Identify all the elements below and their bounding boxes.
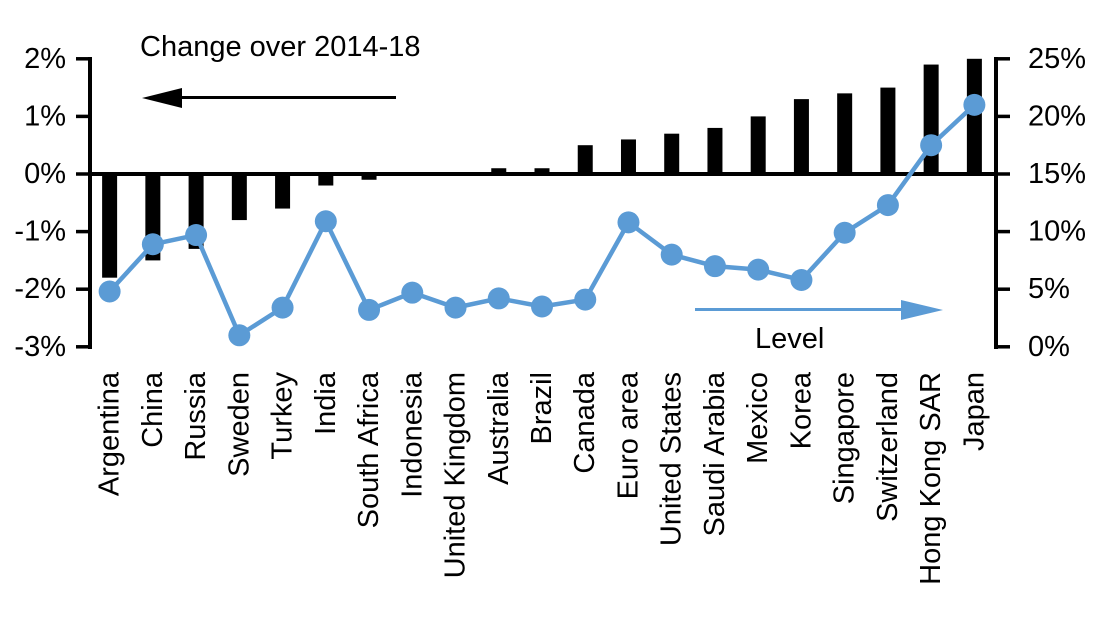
line-point <box>660 243 683 266</box>
category-label: Brazil <box>526 372 558 445</box>
category-label: Russia <box>180 371 212 461</box>
category-label: Switzerland <box>872 372 904 522</box>
bar <box>750 116 766 174</box>
right-axis-tick-label: 25% <box>1028 43 1086 75</box>
line-point <box>358 298 381 321</box>
category-label: China <box>137 371 169 448</box>
bar <box>361 174 377 180</box>
right-axis-tick-label: 15% <box>1028 158 1086 190</box>
line-point <box>271 296 294 319</box>
bar <box>102 174 118 278</box>
category-label: United States <box>656 372 688 546</box>
bar <box>966 58 982 174</box>
line-point <box>98 280 121 303</box>
category-label: Turkey <box>267 372 299 460</box>
category-label: South Africa <box>353 371 385 528</box>
line-point <box>920 134 943 157</box>
category-label: Hong Kong SAR <box>915 372 947 585</box>
category-label: Mexico <box>742 372 774 464</box>
left-series-title: Change over 2014-18 <box>140 31 421 63</box>
bar <box>793 99 809 174</box>
bar <box>707 127 723 174</box>
line-point <box>833 221 856 244</box>
category-label: Euro area <box>612 371 644 499</box>
left-axis-tick-label: -3% <box>14 331 66 363</box>
bar <box>275 174 291 209</box>
right-arrowhead-icon <box>901 300 943 320</box>
line-point <box>401 281 424 304</box>
line-point <box>617 211 640 234</box>
category-label: Singapore <box>829 372 861 504</box>
bar <box>577 145 593 174</box>
line-point <box>963 93 986 116</box>
category-label: Australia <box>483 371 515 485</box>
right-axis-tick-label: 0% <box>1028 331 1070 363</box>
bar <box>664 133 680 174</box>
line-point <box>703 255 726 278</box>
bar <box>620 139 636 174</box>
right-series-title: Level <box>755 323 825 355</box>
line-point <box>574 288 597 311</box>
bar <box>491 168 507 174</box>
line-point <box>790 268 813 291</box>
bar <box>231 174 247 221</box>
category-label: Argentina <box>94 371 126 496</box>
left-axis-tick-label: 0% <box>24 158 66 190</box>
right-axis-tick-label: 5% <box>1028 273 1070 305</box>
right-axis-tick-label: 10% <box>1028 216 1086 248</box>
left-axis-tick-label: -2% <box>14 273 66 305</box>
line-point <box>141 233 164 256</box>
category-label: Korea <box>785 371 817 449</box>
category-label: Sweden <box>223 372 255 477</box>
category-label: Japan <box>958 372 990 451</box>
category-label: Indonesia <box>396 371 428 498</box>
left-arrow-shaft <box>178 96 396 99</box>
left-axis-tick-label: -1% <box>14 216 66 248</box>
bar <box>880 87 896 174</box>
bar <box>837 93 853 174</box>
line-point <box>444 296 467 319</box>
right-axis-tick-label: 20% <box>1028 100 1086 132</box>
line-point <box>747 258 770 281</box>
line-point <box>314 210 337 233</box>
left-axis-tick-label: 1% <box>24 100 66 132</box>
category-label: Canada <box>569 371 601 473</box>
bar <box>534 168 550 174</box>
category-label: Saudi Arabia <box>699 371 731 536</box>
line-point <box>487 287 510 310</box>
left-axis-tick-label: 2% <box>24 43 66 75</box>
category-label: India <box>310 371 342 435</box>
bar <box>923 64 939 174</box>
right-arrow-shaft <box>695 308 905 311</box>
line-point <box>228 324 251 347</box>
line-point <box>876 194 899 217</box>
line-point <box>185 224 208 247</box>
bar <box>318 174 334 186</box>
category-label: United Kingdom <box>440 372 472 578</box>
left-arrowhead-icon <box>142 88 182 108</box>
line-point <box>531 295 553 318</box>
